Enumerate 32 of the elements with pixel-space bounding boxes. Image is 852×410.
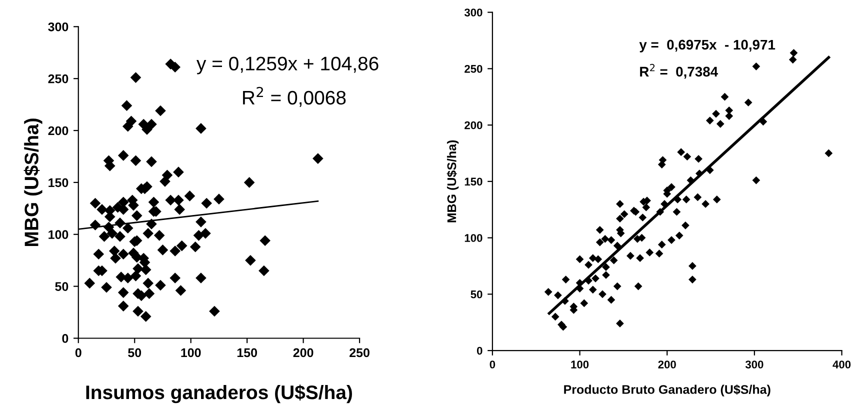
x-axis-title: Insumos ganaderos (U$S/ha)	[86, 384, 352, 404]
y-tick-label: 50	[470, 290, 482, 298]
y-tick-label: 50	[55, 282, 68, 291]
x-tick-label: 0	[75, 348, 82, 358]
y-tick-label: 100	[48, 230, 68, 240]
y-tick-label: 300	[464, 8, 482, 16]
y-tick-label: 150	[48, 178, 68, 188]
annotation: y = 0,1259x + 104,86	[196, 56, 378, 74]
y-axis-title: MBG (U$S/ha)	[446, 140, 459, 222]
x-tick-label: 100	[571, 360, 589, 368]
y-tick-label: 200	[48, 126, 68, 136]
x-tick-label: 200	[293, 348, 314, 358]
x-tick-label: 250	[350, 348, 370, 358]
x-tick-label: 150	[237, 348, 257, 358]
y-tick-label: 200	[464, 121, 482, 130]
x-tick-label: 100	[181, 348, 201, 358]
y-tick-label: 250	[48, 74, 68, 84]
x-axis-title: Producto Bruto Ganadero (U$S/ha)	[564, 384, 770, 396]
x-tick-label: 0	[490, 360, 496, 368]
y-tick-label: 0	[62, 334, 68, 343]
x-tick-label: 300	[745, 360, 764, 368]
annotation: y = 0,6975x - 10,971	[639, 40, 776, 52]
x-tick-label: 50	[128, 348, 142, 358]
annotation: R$^{2}$ = 0,7384	[640, 64, 718, 79]
y-tick-label: 250	[464, 64, 482, 73]
y-axis-title: MBG (U$S/ha)	[24, 118, 42, 246]
y-tick-label: 100	[464, 234, 482, 242]
y-tick-label: 300	[48, 22, 68, 32]
annotation: R$^{2}$ = 0,0068	[243, 86, 346, 107]
x-tick-label: 200	[658, 360, 676, 368]
x-tick-label: 400	[832, 360, 851, 368]
y-tick-label: 150	[464, 178, 482, 186]
